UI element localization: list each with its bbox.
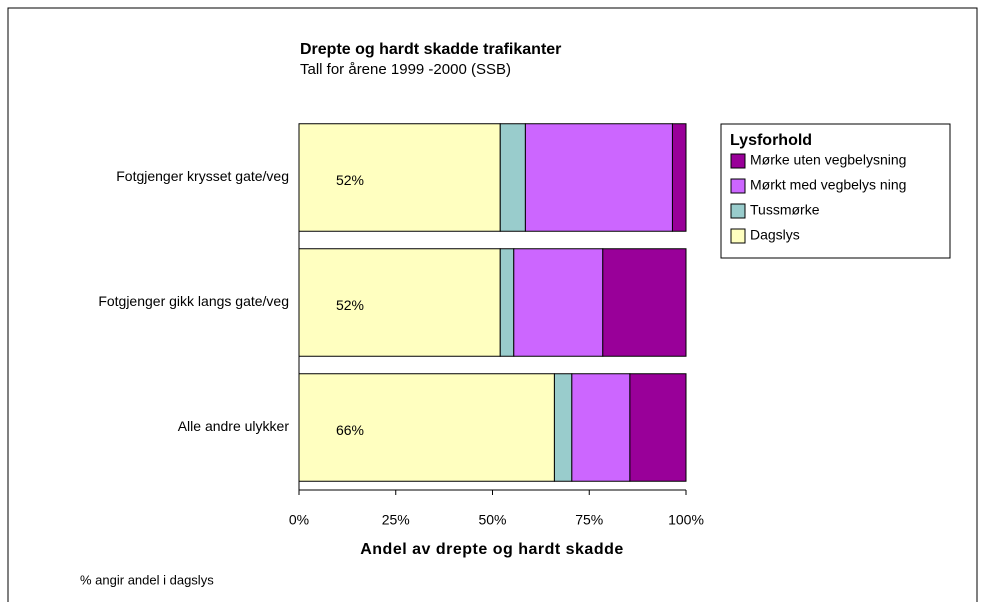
bar-segment xyxy=(571,373,631,482)
bar-segment xyxy=(298,123,501,232)
x-tick-label: 100% xyxy=(668,512,704,528)
legend-box xyxy=(720,123,951,259)
bar-segment xyxy=(298,248,501,357)
y-tick-label: Alle andre ulykker xyxy=(178,418,290,434)
x-axis-label: Andel av drepte og hardt skadde xyxy=(360,541,624,558)
x-tick-label: 0% xyxy=(289,512,309,528)
chart-title: Drepte og hardt skadde trafikanter xyxy=(300,41,561,58)
bar-segment xyxy=(629,373,687,482)
bar-segment xyxy=(499,248,515,357)
bar-segment xyxy=(499,123,526,232)
value-label: 66% xyxy=(336,422,364,438)
legend-swatch xyxy=(730,228,746,244)
legend-label: Tussmørke xyxy=(750,202,820,218)
bar-segment xyxy=(298,373,555,482)
bar-segment xyxy=(513,248,604,357)
bar-segment xyxy=(553,373,573,482)
note: % angir andel i dagslys xyxy=(80,572,214,587)
legend-label: Mørkt med vegbelys ning xyxy=(750,177,906,193)
legend-swatch xyxy=(730,203,746,219)
y-tick-label: Fotgjenger krysset gate/veg xyxy=(116,168,289,184)
value-label: 52% xyxy=(336,297,364,313)
x-tick-label: 75% xyxy=(575,512,603,528)
legend-label: Mørke uten vegbelysning xyxy=(750,152,906,168)
legend-swatch xyxy=(730,178,746,194)
chart-subtitle: Tall for årene 1999 -2000 (SSB) xyxy=(300,61,511,78)
y-tick-label: Fotgjenger gikk langs gate/veg xyxy=(98,293,289,309)
bar-segment xyxy=(671,123,687,232)
bar-segment xyxy=(602,248,687,357)
legend-title: Lysforhold xyxy=(730,132,812,149)
x-tick-label: 50% xyxy=(478,512,506,528)
value-label: 52% xyxy=(336,172,364,188)
x-tick-label: 25% xyxy=(382,512,410,528)
legend-label: Dagslys xyxy=(750,227,800,243)
legend-swatch xyxy=(730,153,746,169)
bar-segment xyxy=(524,123,673,232)
